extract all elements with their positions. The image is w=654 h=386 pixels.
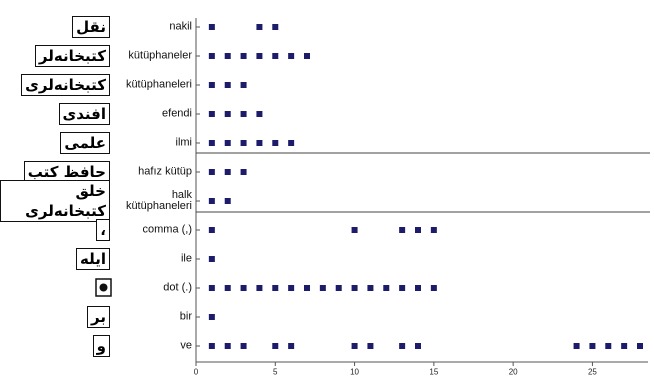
glyph: ،: [96, 219, 110, 241]
row-label: nakil: [169, 22, 192, 33]
dot: [225, 198, 231, 204]
dot-glyph: [100, 284, 108, 292]
dot: [304, 53, 310, 59]
dot: [352, 343, 358, 349]
dot: [415, 227, 421, 233]
dot: [241, 343, 247, 349]
dot: [272, 140, 278, 146]
glyph: نقل: [72, 16, 110, 38]
dot: [399, 227, 405, 233]
dot: [383, 285, 389, 291]
page: 0510152025 (() => { const data = JSON.pa…: [0, 0, 654, 386]
dot: [272, 24, 278, 30]
row-label: ile: [181, 254, 192, 265]
dot: [431, 227, 437, 233]
dot: [415, 343, 421, 349]
x-tick-label: 15: [429, 368, 438, 377]
dot: [304, 285, 310, 291]
dot: [241, 285, 247, 291]
x-tick-label: 5: [273, 368, 278, 377]
dot: [209, 256, 215, 262]
row-label: dot (.): [163, 283, 192, 294]
dot: [225, 285, 231, 291]
dot: [209, 24, 215, 30]
row-label: ve: [180, 341, 192, 352]
dot: [225, 140, 231, 146]
x-tick-label: 20: [509, 368, 518, 377]
glyph: كتبخانه‌لر: [35, 45, 110, 67]
dot: [288, 140, 294, 146]
glyph: خلق كتبخانه‌لرى: [0, 180, 110, 222]
dot: [209, 285, 215, 291]
x-tick-label: 25: [588, 368, 597, 377]
dot: [431, 285, 437, 291]
glyph: افندى: [59, 103, 111, 125]
dot: [399, 285, 405, 291]
dot: [241, 82, 247, 88]
dot: [241, 53, 247, 59]
dot: [209, 140, 215, 146]
row-label: halk kütüphaneleri: [126, 190, 192, 212]
glyph: و: [93, 335, 110, 357]
dot: [256, 111, 262, 117]
glyph: علمى: [60, 132, 110, 154]
row-label: ilmi: [176, 138, 193, 149]
dot: [336, 285, 342, 291]
dot: [352, 285, 358, 291]
dot: [256, 53, 262, 59]
dot: [225, 343, 231, 349]
dot: [241, 111, 247, 117]
dot: [272, 285, 278, 291]
dot: [209, 343, 215, 349]
dot: [320, 285, 326, 291]
dot: [209, 82, 215, 88]
dot: [256, 140, 262, 146]
dot: [589, 343, 595, 349]
dot: [225, 53, 231, 59]
glyph: كتبخانه‌لرى: [21, 74, 110, 96]
dot: [225, 82, 231, 88]
dot: [367, 285, 373, 291]
dot: [352, 227, 358, 233]
x-tick-label: 10: [350, 368, 359, 377]
dot: [272, 53, 278, 59]
dot: [288, 343, 294, 349]
dot: [288, 285, 294, 291]
dot: [415, 285, 421, 291]
dot: [209, 227, 215, 233]
dot: [241, 169, 247, 175]
dot: [288, 53, 294, 59]
x-tick-label: 0: [194, 368, 199, 377]
dot: [256, 24, 262, 30]
glyph: بر: [87, 306, 110, 328]
row-label: bir: [180, 312, 192, 323]
dot: [209, 198, 215, 204]
dot: [209, 111, 215, 117]
dot: [399, 343, 405, 349]
dot: [209, 314, 215, 320]
row-label: kütüphaneler: [128, 51, 192, 62]
dot: [621, 343, 627, 349]
dot: [225, 169, 231, 175]
dot: [574, 343, 580, 349]
dot: [605, 343, 611, 349]
dot: [225, 111, 231, 117]
dot: [209, 169, 215, 175]
dot: [209, 53, 215, 59]
row-label: efendi: [162, 109, 192, 120]
dot: [256, 285, 262, 291]
row-label: hafız kütüp: [138, 167, 192, 178]
dot: [272, 343, 278, 349]
dot: [241, 140, 247, 146]
row-label: kütüphaneleri: [126, 80, 192, 91]
dot: [637, 343, 643, 349]
dot: [367, 343, 373, 349]
row-label: comma (,): [143, 225, 193, 236]
glyph: ايله: [76, 248, 110, 270]
